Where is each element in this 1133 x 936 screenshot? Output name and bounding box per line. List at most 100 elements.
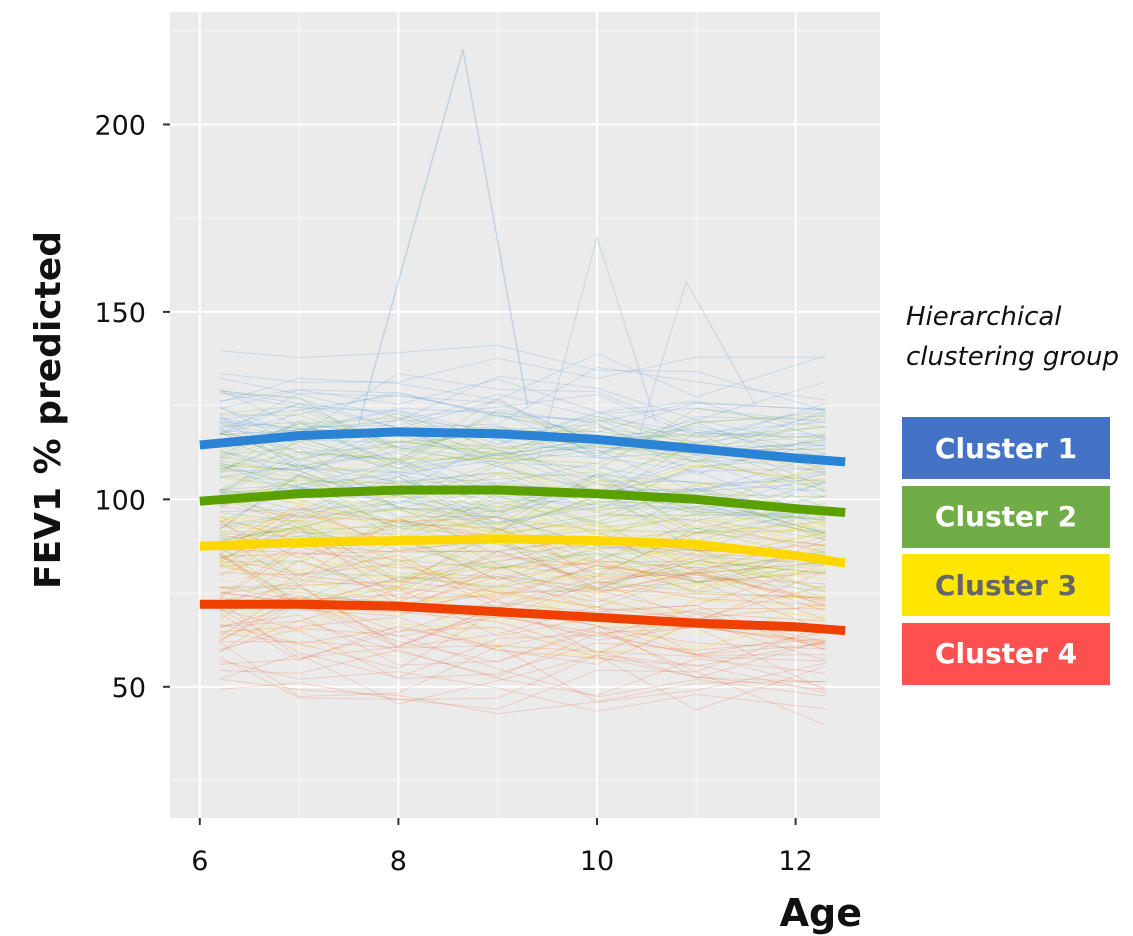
trajectory-line [219, 460, 826, 515]
series-line-cluster-4 [199, 599, 846, 636]
legend-item-cluster-3: Cluster 3 [902, 554, 1110, 616]
trajectory-line [219, 471, 826, 539]
y-tick-label: 200 [94, 110, 146, 141]
trajectory-line [219, 454, 826, 511]
series-line-cluster-1 [199, 427, 846, 467]
trajectory-line [219, 586, 826, 608]
trajectory-line [219, 460, 826, 510]
trajectory-line [219, 463, 826, 533]
trajectory-line [219, 597, 826, 653]
y-tick-label: 100 [94, 485, 146, 516]
trajectory-line [219, 654, 826, 701]
trajectory-line [219, 520, 826, 563]
trajectory-line [219, 468, 826, 530]
trajectory-line [219, 394, 826, 455]
trajectory-line [219, 508, 826, 580]
trajectory-line [219, 476, 826, 530]
trajectory-line [219, 447, 826, 515]
trajectory-line [219, 559, 826, 631]
trajectory-line [219, 452, 826, 521]
trajectory-line [536, 234, 658, 463]
trajectory-line [219, 459, 826, 509]
trajectory-line [219, 473, 826, 546]
trajectory-line [636, 280, 757, 444]
trajectory-line [219, 563, 826, 643]
trajectory-line [219, 457, 826, 509]
trajectory-line [219, 366, 826, 429]
trajectory-line [219, 400, 826, 445]
trajectory-line [219, 641, 826, 703]
trajectory-line [219, 553, 826, 621]
trajectory-line [219, 420, 826, 475]
trajectory-line [219, 432, 826, 493]
series-lines [199, 427, 846, 636]
series-line-cluster-2 [199, 485, 846, 517]
trajectory-line [219, 407, 826, 471]
trajectory-line [219, 406, 826, 470]
trajectory-line [219, 421, 826, 472]
trajectory-line [219, 653, 826, 711]
trajectory-line [219, 392, 826, 462]
x-tick-label: 10 [580, 846, 614, 877]
trajectory-line [219, 473, 826, 536]
trajectory-line [219, 536, 826, 592]
x-tick-label: 6 [191, 846, 208, 877]
trajectory-line [219, 427, 826, 493]
trajectory-line [219, 344, 826, 412]
trajectory-line [219, 378, 826, 444]
trajectory-line [219, 526, 826, 588]
trajectory-line [219, 649, 826, 697]
trajectory-line [219, 465, 826, 504]
trajectory-line [219, 451, 826, 513]
legend-item-cluster-2: Cluster 2 [902, 485, 1110, 548]
trajectory-line [219, 496, 826, 565]
trajectory-line [219, 577, 826, 648]
trajectory-line [219, 401, 826, 436]
trajectory-line [219, 494, 826, 548]
series-line-cluster-3 [199, 534, 846, 568]
trajectory-line [219, 485, 826, 551]
trajectory-line [219, 605, 826, 656]
trajectory-line [219, 502, 826, 560]
legend-title-line-1: Hierarchical [906, 302, 1062, 332]
ticks: 6 8 10 12 50 100 150 200 [94, 110, 812, 877]
trajectory-line [219, 608, 826, 680]
trajectory-line [219, 390, 826, 448]
trajectory-line [219, 539, 826, 595]
trajectory-line [219, 412, 826, 452]
legend-item-cluster-1: Cluster 1 [902, 417, 1110, 479]
trajectory-line [219, 548, 826, 593]
trajectory-line [219, 527, 826, 587]
trajectory-line [219, 494, 826, 561]
trajectory-line [219, 440, 826, 503]
trajectory-line [219, 415, 826, 463]
trajectory-line [219, 460, 826, 528]
trajectory-line [219, 489, 826, 552]
y-tick-label: 50 [112, 673, 146, 704]
trajectory-line [357, 49, 529, 425]
trajectory-line [219, 534, 826, 569]
trajectory-line [219, 416, 826, 494]
trajectory-line [219, 460, 826, 520]
trajectory-line [219, 560, 826, 606]
trajectory-line [219, 656, 826, 726]
x-tick-label: 8 [390, 846, 407, 877]
trajectory-line [219, 564, 826, 600]
trajectory-line [219, 418, 826, 462]
trajectory-line [219, 502, 826, 562]
trajectory-line [219, 437, 826, 492]
trajectory-line [219, 427, 826, 509]
trajectory-line [219, 474, 826, 535]
trajectory-line [219, 600, 826, 659]
trajectory-line [219, 590, 826, 653]
trajectory-line [219, 525, 826, 589]
trajectory-line [219, 527, 826, 612]
trajectory-line [219, 623, 826, 650]
trajectory-line [219, 375, 826, 430]
trajectory-line [219, 546, 826, 586]
legend-item-cluster-4: Cluster 4 [902, 622, 1110, 685]
trajectory-line [219, 527, 826, 595]
trajectory-line [219, 561, 826, 586]
plot-background [170, 12, 880, 818]
trajectory-line [219, 660, 826, 712]
